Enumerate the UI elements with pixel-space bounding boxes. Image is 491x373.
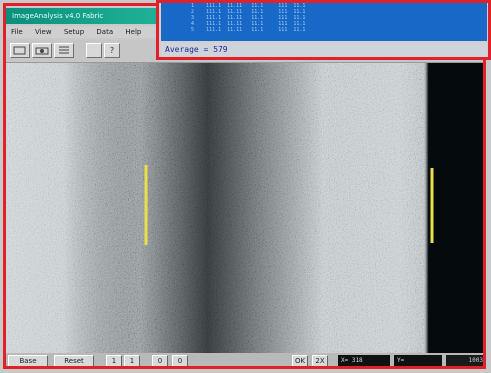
base-button[interactable]: Base	[8, 355, 48, 367]
reset-button[interactable]: Reset	[54, 355, 94, 367]
grid-icon[interactable]	[54, 43, 74, 58]
window-title: ImageAnalysis v4.0 Fabric	[6, 8, 166, 24]
zoom-button[interactable]: 2X	[312, 355, 328, 367]
tool-button[interactable]	[86, 43, 102, 58]
fabric-image	[6, 63, 486, 353]
table-row: 2 111.1 11.11 11.1 111 11.1	[191, 9, 306, 15]
average-readout: Average = 579	[161, 43, 487, 56]
nav-button-1[interactable]: 1	[106, 355, 122, 367]
measurement-table: 1 111.1 11.11 11.1 111 11.1 2 111.1 11.1…	[161, 3, 487, 41]
ok-button[interactable]: OK	[292, 355, 308, 367]
menu-view[interactable]: View	[34, 28, 52, 36]
nav-button-4[interactable]: 0	[172, 355, 188, 367]
nav-button-3[interactable]: 0	[152, 355, 168, 367]
image-canvas[interactable]	[6, 63, 486, 353]
y-readout: Y=	[394, 355, 442, 367]
nav-button-2[interactable]: 1	[124, 355, 140, 367]
measurement-window: 1 111.1 11.11 11.1 111 11.1 2 111.1 11.1…	[156, 0, 491, 60]
help-button[interactable]: ?	[104, 43, 120, 58]
menu-data[interactable]: Data	[96, 28, 114, 36]
menu-help[interactable]: Help	[125, 28, 142, 36]
status-bar: Base Reset 1 1 0 0 OK 2X X= 318 Y= 1003	[6, 353, 486, 369]
menu-setup[interactable]: Setup	[63, 28, 85, 36]
table-row: 5 111.1 11.11 11.1 111 11.1	[191, 27, 306, 33]
camera-icon[interactable]	[32, 43, 52, 58]
table-row: 4 111.1 11.11 11.1 111 11.1	[191, 21, 306, 27]
table-row: 3 111.1 11.11 11.1 111 11.1	[191, 15, 306, 21]
x-readout: X= 318	[338, 355, 390, 367]
table-row: 1 111.1 11.11 11.1 111 11.1	[191, 3, 306, 9]
open-icon[interactable]	[10, 43, 30, 58]
value-readout: 1003	[446, 355, 486, 367]
menu-file[interactable]: File	[11, 28, 23, 36]
